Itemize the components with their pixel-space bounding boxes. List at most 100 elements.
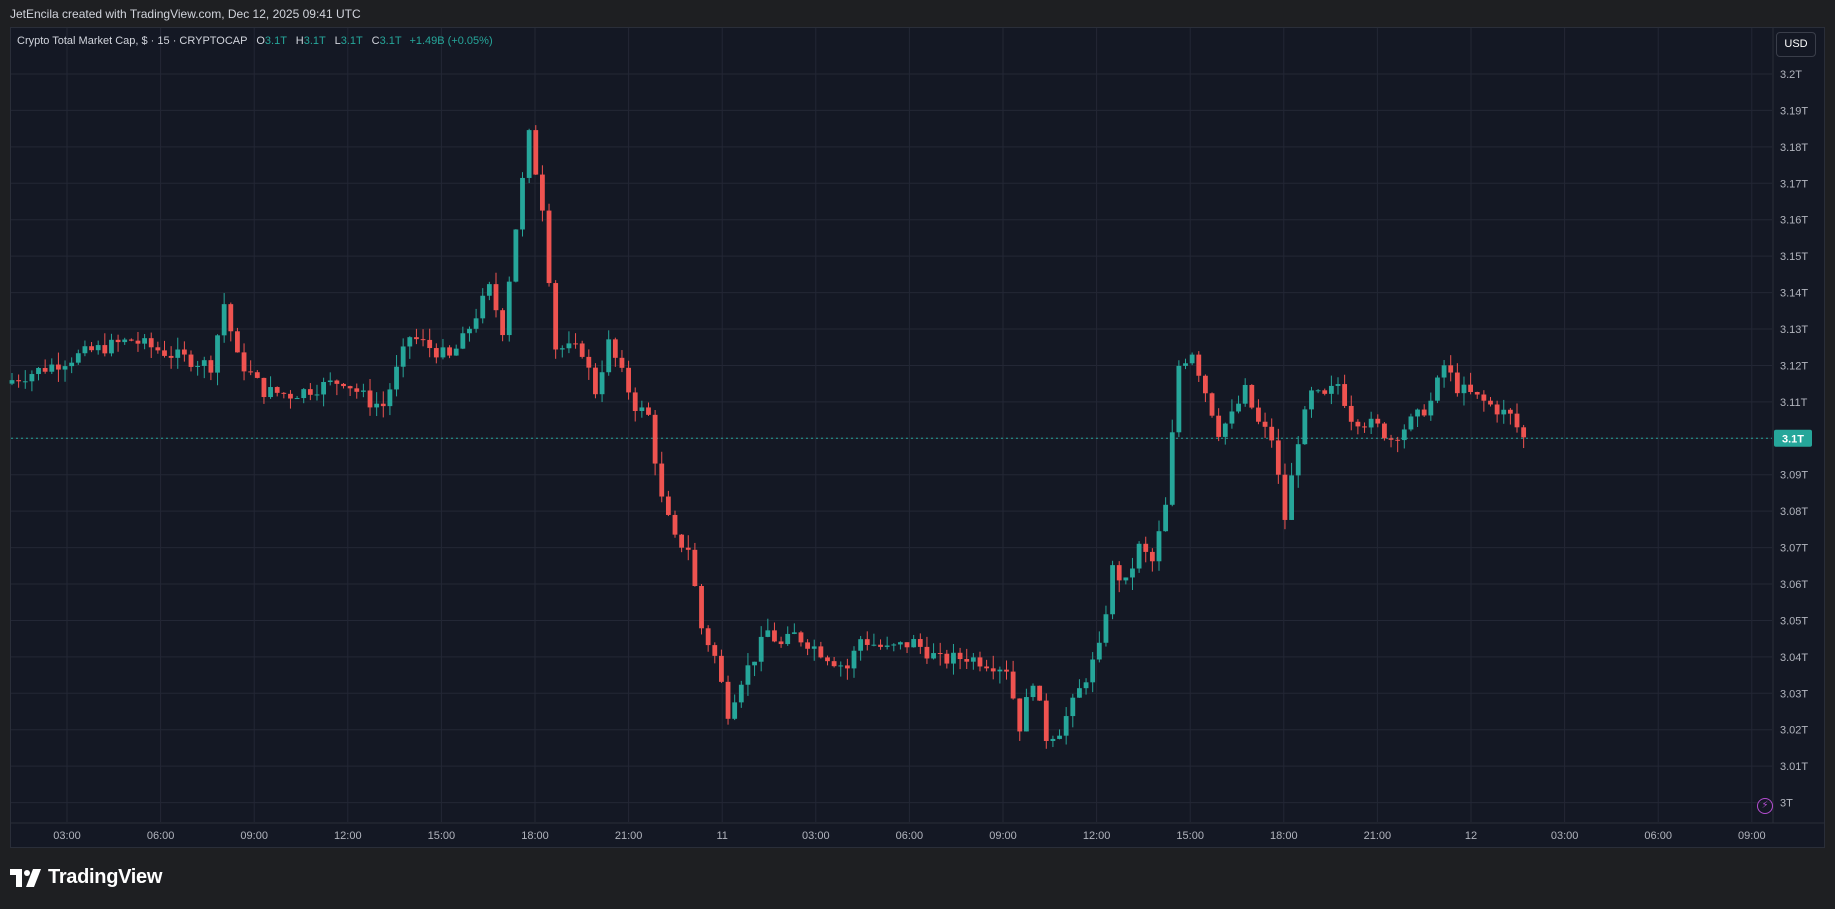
candle-body	[1355, 421, 1361, 427]
candle-body	[1408, 416, 1414, 430]
candle	[188, 350, 194, 372]
candle-body	[42, 368, 48, 372]
candle-body	[1043, 700, 1049, 742]
candle-body	[1169, 432, 1175, 505]
candle-body	[1183, 363, 1188, 366]
last-price-badge-bg	[1774, 429, 1812, 447]
candle	[1110, 560, 1115, 620]
candle	[1176, 360, 1182, 438]
candle	[168, 346, 174, 369]
candle	[16, 374, 22, 388]
candle	[69, 357, 75, 374]
candle-body	[699, 585, 704, 629]
candle	[871, 633, 877, 647]
candle-body	[1461, 384, 1467, 394]
candle	[1488, 396, 1493, 407]
candle-body	[360, 390, 366, 392]
candle-body	[573, 343, 578, 345]
candle-body	[473, 318, 479, 329]
candle	[1461, 376, 1467, 406]
candle	[944, 649, 950, 669]
candle-body	[831, 661, 837, 667]
currency-button[interactable]: USD	[1776, 32, 1816, 57]
candle-body	[878, 644, 883, 647]
candle-body	[970, 657, 976, 662]
candle	[1302, 406, 1308, 445]
candle	[1275, 428, 1281, 484]
candle-body	[281, 392, 287, 394]
candle-body	[1163, 504, 1169, 532]
last-price-badge: 3.1T	[1774, 429, 1812, 447]
candle-body	[778, 641, 784, 645]
candle-body	[215, 335, 220, 373]
candle-body	[1368, 418, 1374, 428]
candle	[1375, 414, 1381, 428]
candle-body	[1023, 697, 1029, 732]
candles	[9, 125, 1527, 749]
candle-body	[1514, 413, 1520, 428]
candle	[931, 643, 936, 660]
candle	[1156, 520, 1162, 571]
candle	[705, 625, 711, 652]
candle-body	[142, 338, 147, 344]
candle-body	[911, 639, 917, 648]
symbol-name[interactable]: Crypto Total Market Cap, $ · 15 · CRYPTO…	[17, 35, 248, 47]
candle	[1468, 372, 1473, 395]
candle	[102, 333, 108, 357]
candle	[1428, 392, 1434, 421]
candle-body	[228, 304, 234, 332]
y-tick-label: 3.12T	[1780, 360, 1808, 372]
candle-body	[69, 362, 75, 367]
candle	[765, 618, 771, 638]
candle	[778, 636, 784, 648]
candle-body	[798, 632, 804, 643]
candle-body	[102, 345, 108, 354]
candle-body	[433, 348, 439, 358]
candle	[467, 326, 472, 342]
candle	[1242, 378, 1248, 407]
lightning-bolt-icon[interactable]: ⚡	[1757, 798, 1773, 814]
candle-body	[181, 349, 187, 355]
candle-body	[1295, 444, 1301, 476]
candle	[520, 172, 525, 237]
chart-attribution: JetEncila created with TradingView.com, …	[10, 7, 361, 21]
candle-body	[1216, 415, 1222, 437]
candle	[1335, 377, 1341, 395]
candle-body	[506, 281, 512, 336]
change-value: +1.49B (+0.05%)	[409, 35, 493, 47]
candle	[407, 336, 413, 359]
symbol-legend: Crypto Total Market Cap, $ · 15 · CRYPTO…	[17, 35, 493, 47]
candle	[281, 392, 287, 399]
candle-body	[1189, 354, 1195, 364]
candle-body	[884, 645, 890, 647]
chart-pane[interactable]	[10, 27, 1825, 848]
candle-body	[1017, 698, 1023, 732]
candle-body	[22, 381, 28, 383]
candle-body	[109, 339, 114, 354]
x-tick-label: 09:00	[989, 830, 1017, 842]
candle-body	[579, 343, 585, 357]
candle	[639, 400, 645, 418]
candle-body	[1090, 659, 1096, 683]
candle	[1030, 683, 1036, 701]
candle-body	[732, 702, 738, 719]
candle	[970, 652, 976, 670]
x-tick-label: 21:00	[1364, 830, 1392, 842]
candle	[367, 379, 373, 416]
candle	[1010, 660, 1016, 700]
candle	[1401, 424, 1407, 449]
candle	[453, 344, 459, 356]
candle	[321, 377, 327, 407]
candle	[1448, 355, 1454, 382]
candle	[360, 383, 366, 398]
candle-body	[414, 337, 419, 340]
candle-body	[1136, 543, 1142, 569]
y-tick-label: 3.09T	[1780, 470, 1808, 482]
candle-body	[453, 348, 459, 356]
candle	[268, 376, 273, 399]
candle-body	[1375, 418, 1381, 424]
candle-body	[1149, 551, 1155, 562]
candle-body	[301, 389, 307, 399]
x-tick-label: 09:00	[1738, 830, 1766, 842]
